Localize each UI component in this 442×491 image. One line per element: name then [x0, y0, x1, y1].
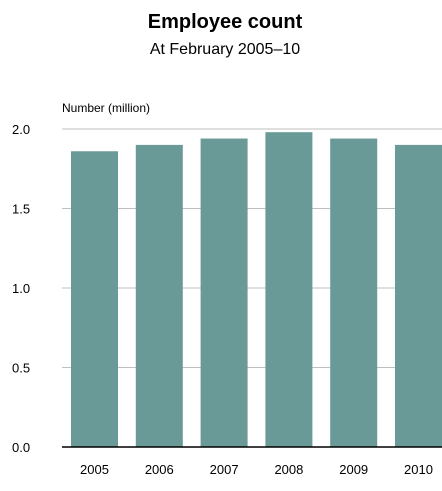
- bars: [71, 132, 442, 448]
- y-tick-labels: 0.0 0.5 1.0 1.5 2.0: [12, 122, 30, 455]
- x-tick-label: 2010: [404, 462, 433, 477]
- gridlines: [62, 128, 442, 368]
- x-tick-labels: 2005 2006 2007 2008 2009 2010: [80, 462, 433, 477]
- x-tick-label: 2008: [274, 462, 303, 477]
- y-tick-label: 0.5: [12, 361, 30, 376]
- x-tick-label: 2007: [210, 462, 239, 477]
- bar-2007: [200, 138, 248, 448]
- bar-2005: [71, 151, 118, 447]
- bar-2009: [330, 138, 378, 448]
- bar-2006: [135, 144, 183, 447]
- y-tick-label: 0.0: [12, 440, 30, 455]
- bar-2010: [395, 144, 442, 447]
- y-tick-label: 1.5: [12, 202, 30, 217]
- chart-subtitle: At February 2005–10: [150, 41, 300, 58]
- x-tick-label: 2009: [339, 462, 368, 477]
- y-axis-label: Number (million): [62, 101, 150, 115]
- chart-title: Employee count: [148, 11, 303, 33]
- bar-2008: [265, 132, 313, 447]
- x-tick-label: 2005: [80, 462, 109, 477]
- x-tick-label: 2006: [145, 462, 174, 477]
- y-tick-label: 2.0: [12, 122, 30, 137]
- y-tick-label: 1.0: [12, 281, 30, 296]
